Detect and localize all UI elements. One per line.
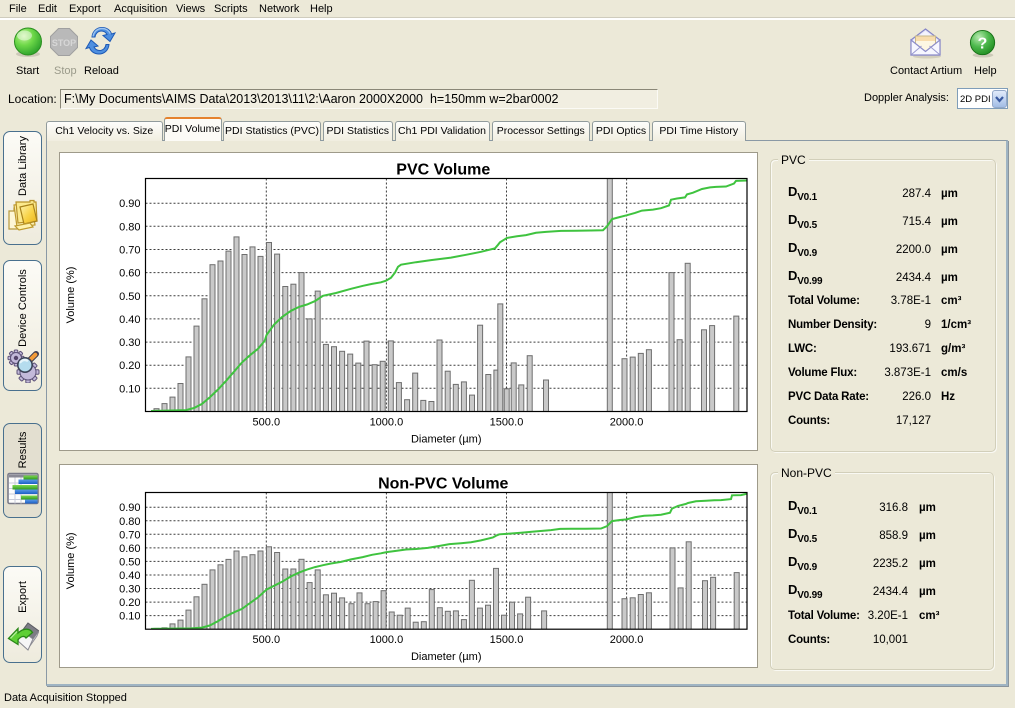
svg-text:0.40: 0.40 bbox=[119, 570, 140, 582]
svg-text:0.50: 0.50 bbox=[119, 291, 140, 303]
svg-text:PVC Volume: PVC Volume bbox=[396, 162, 490, 179]
svg-text:0.20: 0.20 bbox=[119, 597, 140, 609]
svg-text:Volume (%): Volume (%) bbox=[65, 532, 77, 589]
svg-text:0.80: 0.80 bbox=[119, 221, 140, 233]
svg-text:Non-PVC Volume: Non-PVC Volume bbox=[378, 476, 508, 493]
svg-text:2000.0: 2000.0 bbox=[610, 417, 644, 429]
svg-text:0.90: 0.90 bbox=[119, 198, 140, 210]
svg-text:0.70: 0.70 bbox=[119, 245, 140, 257]
svg-text:2000.0: 2000.0 bbox=[610, 634, 644, 646]
svg-text:0.80: 0.80 bbox=[119, 516, 140, 528]
svg-text:0.50: 0.50 bbox=[119, 556, 140, 568]
svg-text:1000.0: 1000.0 bbox=[370, 634, 404, 646]
svg-text:0.40: 0.40 bbox=[119, 314, 140, 326]
svg-text:0.60: 0.60 bbox=[119, 543, 140, 555]
svg-text:Diameter (µm): Diameter (µm) bbox=[411, 651, 482, 663]
svg-text:0.70: 0.70 bbox=[119, 529, 140, 541]
svg-text:?: ? bbox=[978, 36, 988, 53]
svg-text:0.30: 0.30 bbox=[119, 584, 140, 596]
svg-text:0.10: 0.10 bbox=[119, 611, 140, 623]
svg-text:1500.0: 1500.0 bbox=[490, 417, 524, 429]
svg-text:1000.0: 1000.0 bbox=[370, 417, 404, 429]
svg-text:0.20: 0.20 bbox=[119, 360, 140, 372]
svg-text:0.10: 0.10 bbox=[119, 383, 140, 395]
svg-text:500.0: 500.0 bbox=[253, 634, 281, 646]
svg-text:STOP: STOP bbox=[52, 38, 76, 48]
svg-text:0.30: 0.30 bbox=[119, 337, 140, 349]
svg-text:Diameter (µm): Diameter (µm) bbox=[411, 434, 482, 446]
svg-text:Volume (%): Volume (%) bbox=[65, 267, 77, 324]
svg-text:0.90: 0.90 bbox=[119, 502, 140, 514]
svg-text:0.60: 0.60 bbox=[119, 268, 140, 280]
svg-text:1500.0: 1500.0 bbox=[490, 634, 524, 646]
svg-text:500.0: 500.0 bbox=[253, 417, 281, 429]
